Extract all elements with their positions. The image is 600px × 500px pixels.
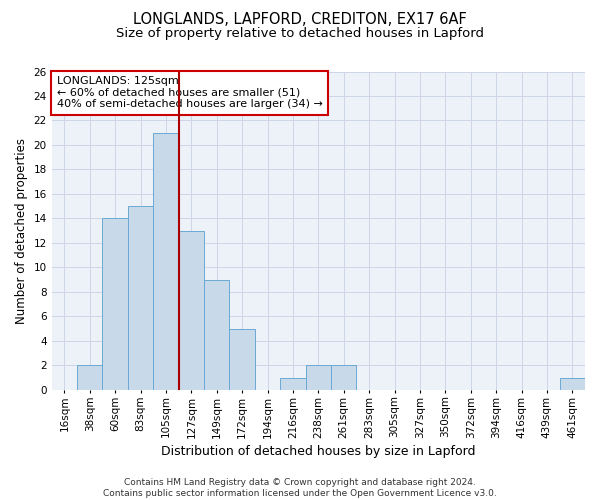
- Bar: [153, 132, 179, 390]
- Bar: [204, 280, 229, 390]
- Bar: [229, 328, 255, 390]
- Bar: [179, 230, 204, 390]
- Bar: [560, 378, 585, 390]
- Text: LONGLANDS, LAPFORD, CREDITON, EX17 6AF: LONGLANDS, LAPFORD, CREDITON, EX17 6AF: [133, 12, 467, 28]
- Bar: [77, 366, 103, 390]
- Bar: [305, 366, 331, 390]
- Bar: [331, 366, 356, 390]
- Text: Size of property relative to detached houses in Lapford: Size of property relative to detached ho…: [116, 28, 484, 40]
- Y-axis label: Number of detached properties: Number of detached properties: [15, 138, 28, 324]
- Bar: [103, 218, 128, 390]
- Bar: [280, 378, 305, 390]
- X-axis label: Distribution of detached houses by size in Lapford: Distribution of detached houses by size …: [161, 444, 476, 458]
- Bar: [128, 206, 153, 390]
- Text: LONGLANDS: 125sqm
← 60% of detached houses are smaller (51)
40% of semi-detached: LONGLANDS: 125sqm ← 60% of detached hous…: [57, 76, 323, 110]
- Text: Contains HM Land Registry data © Crown copyright and database right 2024.
Contai: Contains HM Land Registry data © Crown c…: [103, 478, 497, 498]
